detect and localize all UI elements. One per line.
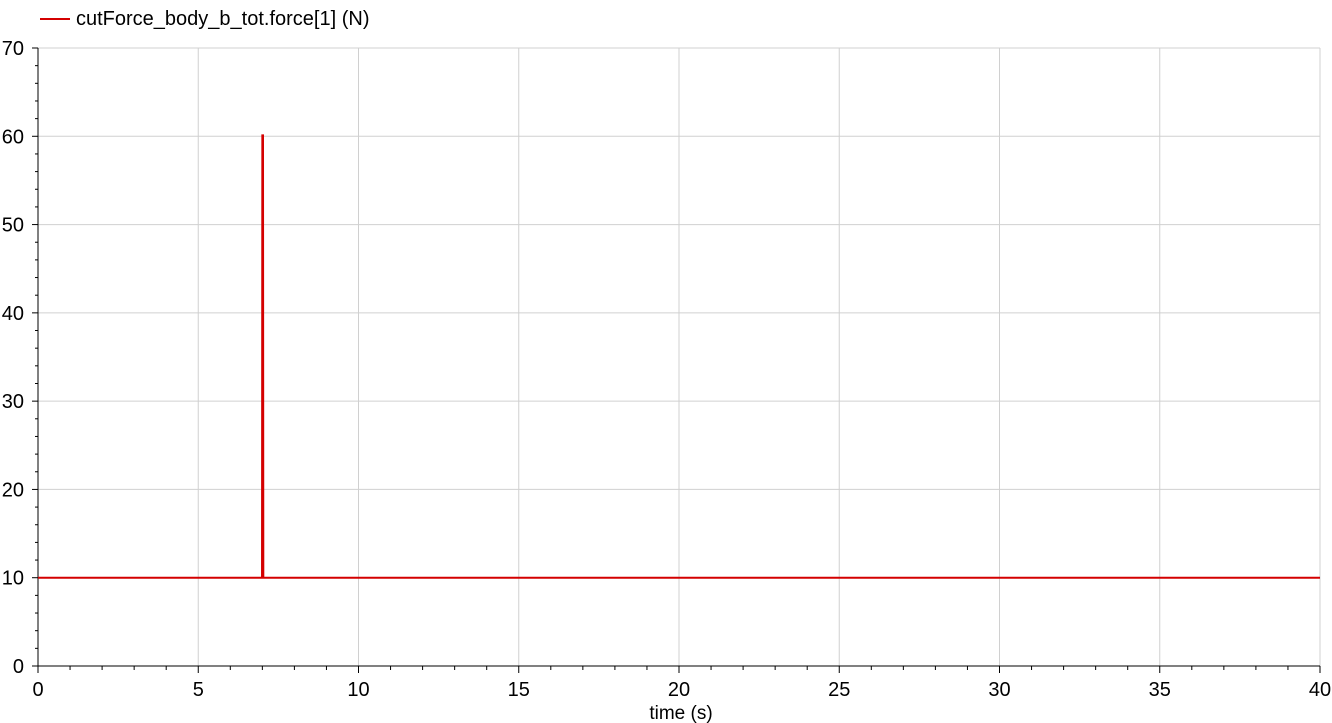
x-tick-label: 15	[508, 679, 530, 701]
y-tick-label: 30	[2, 391, 24, 413]
y-tick-label: 50	[2, 215, 24, 237]
y-tick-label: 40	[2, 303, 24, 325]
x-tick-label: 0	[32, 679, 43, 701]
series-layer	[38, 134, 1320, 579]
legend: cutForce_body_b_tot.force[1] (N)	[40, 4, 369, 34]
grid	[38, 47, 1321, 666]
y-tick-label: 60	[2, 126, 24, 148]
x-axis-label: time (s)	[649, 703, 712, 723]
x-tick-label: 5	[193, 679, 204, 701]
y-tick-label: 10	[2, 568, 24, 590]
legend-label: cutForce_body_b_tot.force[1] (N)	[76, 7, 370, 30]
x-tick-label: 10	[347, 679, 369, 701]
y-tick-label: 0	[13, 656, 24, 678]
x-tick-label: 40	[1309, 679, 1331, 701]
series-line	[38, 134, 1320, 579]
y-tick-label: 20	[2, 479, 24, 501]
ticks: 0 5 10 15 20 25 30 35 40 0 10 20 30 40 50 60 70	[2, 38, 1331, 701]
y-tick-label: 70	[2, 38, 24, 60]
legend-swatch	[40, 18, 70, 20]
x-tick-label: 30	[988, 679, 1010, 701]
x-tick-label: 20	[668, 679, 690, 701]
x-tick-label: 35	[1149, 679, 1171, 701]
x-tick-label: 25	[828, 679, 850, 701]
